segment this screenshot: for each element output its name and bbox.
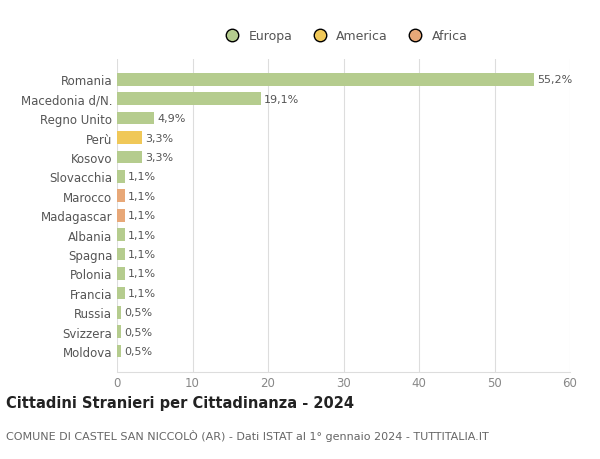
Text: 3,3%: 3,3%: [145, 153, 173, 162]
Text: 0,5%: 0,5%: [124, 347, 152, 356]
Text: 1,1%: 1,1%: [128, 269, 157, 279]
Bar: [117, 229, 125, 241]
Text: 55,2%: 55,2%: [537, 75, 572, 85]
Text: 1,1%: 1,1%: [128, 250, 157, 259]
Bar: [117, 325, 121, 338]
Bar: [117, 209, 125, 222]
Legend: Europa, America, Africa: Europa, America, Africa: [215, 25, 472, 48]
Bar: [117, 151, 142, 164]
Bar: [117, 268, 125, 280]
Text: 1,1%: 1,1%: [128, 172, 157, 182]
Bar: [117, 190, 125, 203]
Bar: [117, 112, 154, 125]
Text: 1,1%: 1,1%: [128, 230, 157, 240]
Text: COMUNE DI CASTEL SAN NICCOLÒ (AR) - Dati ISTAT al 1° gennaio 2024 - TUTTITALIA.I: COMUNE DI CASTEL SAN NICCOLÒ (AR) - Dati…: [6, 429, 489, 441]
Text: 1,1%: 1,1%: [128, 288, 157, 298]
Text: 19,1%: 19,1%: [264, 95, 299, 105]
Bar: [117, 287, 125, 300]
Text: 1,1%: 1,1%: [128, 191, 157, 202]
Text: 1,1%: 1,1%: [128, 211, 157, 221]
Bar: [117, 132, 142, 145]
Bar: [117, 248, 125, 261]
Text: 4,9%: 4,9%: [157, 114, 185, 124]
Text: 3,3%: 3,3%: [145, 133, 173, 143]
Bar: [117, 171, 125, 183]
Text: Cittadini Stranieri per Cittadinanza - 2024: Cittadini Stranieri per Cittadinanza - 2…: [6, 395, 354, 410]
Bar: [117, 93, 261, 106]
Bar: [117, 74, 534, 86]
Bar: [117, 345, 121, 358]
Text: 0,5%: 0,5%: [124, 308, 152, 318]
Bar: [117, 306, 121, 319]
Text: 0,5%: 0,5%: [124, 327, 152, 337]
